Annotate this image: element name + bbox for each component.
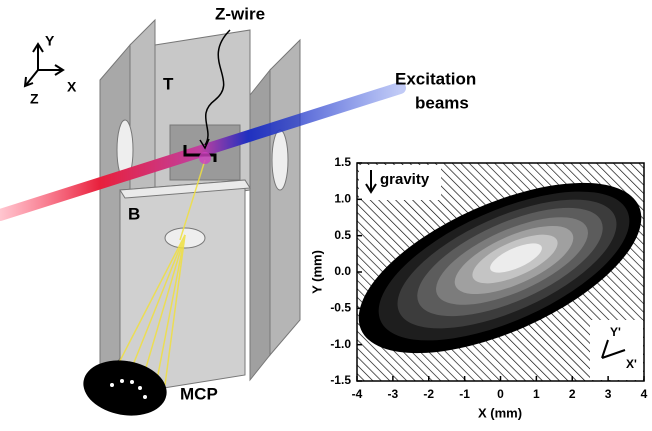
spot xyxy=(110,383,114,387)
x-tick-label: 3 xyxy=(605,387,612,401)
x-tick-label: 0 xyxy=(497,387,504,401)
annotation: X' xyxy=(626,357,637,371)
hole xyxy=(272,130,288,190)
side-plate xyxy=(250,70,270,380)
y-tick-label: -1.0 xyxy=(330,337,351,351)
x-tick-label: -3 xyxy=(388,387,399,401)
annotation: gravity xyxy=(380,171,430,188)
annotation: Y' xyxy=(610,325,621,339)
beam-label: beams xyxy=(415,93,469,112)
coord-axes xyxy=(25,44,63,86)
plate-label: B xyxy=(128,204,140,223)
axis-letter: X xyxy=(67,79,77,95)
y-tick-label: 0.0 xyxy=(334,264,351,278)
axis-letter: Y xyxy=(45,33,55,49)
side-plate xyxy=(270,40,300,355)
wire-label: Z-wire xyxy=(215,4,265,23)
y-tick-label: -0.5 xyxy=(330,301,351,315)
contour-plot: gravity Y' X' xyxy=(335,148,652,389)
spot xyxy=(120,379,124,383)
y-axis-title: Y (mm) xyxy=(309,250,324,294)
x-tick-label: 2 xyxy=(569,387,576,401)
atom-cloud xyxy=(199,152,211,164)
x-tick-label: -2 xyxy=(423,387,434,401)
x-tick-label: 4 xyxy=(641,387,648,401)
spot xyxy=(138,386,142,390)
axis-arrow xyxy=(33,44,43,70)
y-tick-label: -1.5 xyxy=(330,373,351,387)
axis-letter: Z xyxy=(30,91,39,107)
axis-arrow xyxy=(38,65,63,75)
axis-arrow xyxy=(25,70,38,86)
figure: Y X Z Z-wire Excitation beams T B MCP gr… xyxy=(0,0,652,431)
beam-label: Excitation xyxy=(395,69,476,88)
x-tick-label: 1 xyxy=(533,387,540,401)
y-tick-label: 0.5 xyxy=(334,228,351,242)
x-tick-label: -1 xyxy=(459,387,470,401)
mcp-label: MCP xyxy=(180,384,218,403)
y-tick-label: 1.0 xyxy=(334,192,351,206)
plate-label: T xyxy=(163,74,174,93)
x-tick-label: -4 xyxy=(352,387,363,401)
x-axis-title: X (mm) xyxy=(478,405,522,420)
y-tick-label: 1.5 xyxy=(334,155,351,169)
spot xyxy=(143,395,147,399)
spot xyxy=(130,380,134,384)
